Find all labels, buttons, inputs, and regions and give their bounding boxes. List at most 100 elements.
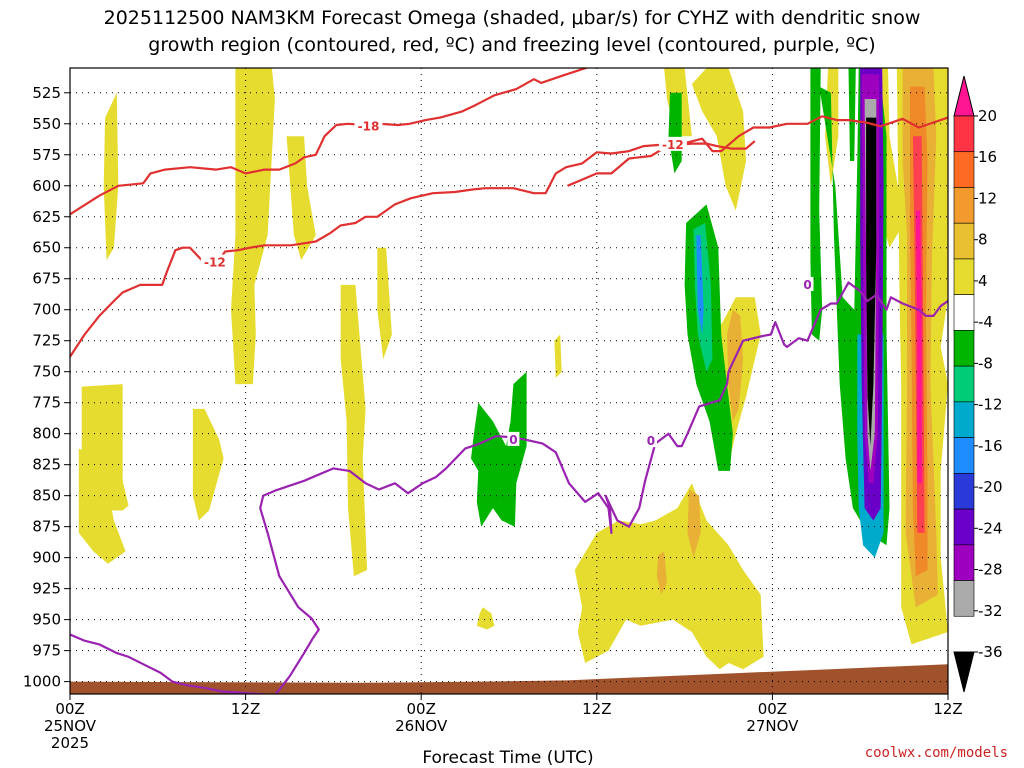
credit-text: coolwx.com/models: [865, 745, 1008, 761]
x-tick-label-24-0: 00Z: [407, 700, 436, 718]
omega-neg-4-8-b: [668, 92, 682, 174]
y-tick-label-875: 875: [32, 518, 61, 536]
y-tick-label-975: 975: [32, 642, 61, 660]
colorbar-top-triangle: [953, 75, 975, 117]
contour-label-3: 0: [509, 433, 517, 447]
omega-pos-4-8-f: [286, 136, 316, 261]
y-tick-label-900: 900: [32, 549, 61, 567]
colorbar-label-12: -32: [978, 602, 1003, 620]
plot-frame: [69, 67, 949, 695]
contour-label-0: -18: [358, 119, 380, 133]
colorbar-segment-3: [953, 187, 975, 224]
y-tick-label-725: 725: [32, 332, 61, 350]
colorbar-label-9: -20: [978, 478, 1003, 496]
series-dgz_minus12_lower: [70, 140, 756, 358]
contour-label-4: 0: [647, 434, 655, 448]
series-dgz_minus12_upper: [567, 115, 948, 187]
colorbar-segment-13: [953, 544, 975, 581]
colorbar-label-13: -36: [978, 643, 1003, 661]
colorbar-segment-12: [953, 508, 975, 546]
y-tick-label-575: 575: [32, 146, 61, 164]
omega-pos-4-8-n: [691, 68, 747, 211]
colorbar-label-10: -24: [978, 519, 1003, 537]
omega-pos-4-8-e: [231, 68, 275, 385]
colorbar-segment-14: [953, 580, 975, 617]
colorbar-label-7: -12: [978, 396, 1003, 414]
y-tick-label-950: 950: [32, 611, 61, 629]
colorbar-segment-7: [953, 330, 975, 367]
omega-neg-16-20: [696, 235, 704, 335]
omega-pos-4-8-c: [103, 92, 119, 261]
colorbar-segment-1: [953, 115, 975, 153]
plot-area: -18 -12 -12 0 0 0: [69, 67, 949, 695]
y-tick-label-525: 525: [32, 84, 61, 102]
y-tick-label-550: 550: [32, 115, 61, 133]
x-axis-title: Forecast Time (UTC): [422, 748, 593, 768]
colorbar-segment-11: [953, 473, 975, 510]
y-tick-label-1000: 1000: [23, 673, 61, 691]
x-tick-label-24-1: 26NOV: [395, 717, 448, 735]
omega-neg-lt36: [866, 117, 877, 447]
x-tick-label-36-0: 12Z: [582, 700, 611, 718]
colorbar-label-2: 12: [978, 189, 997, 207]
colorbar-label-6: -8: [978, 354, 993, 372]
contour-label-bg-0: [354, 118, 383, 133]
x-tick-label-0-1: 25NOV: [44, 717, 97, 735]
omega-pos-4-8-j: [476, 607, 495, 630]
omega-pos-4-8-b: [78, 448, 126, 564]
contour-label-1: -12: [662, 138, 684, 152]
colorbar-label-0: 20: [978, 107, 997, 125]
colorbar-label-8: -16: [978, 437, 1003, 455]
omega-pos-4-8-k: [574, 483, 764, 670]
x-tick-label-48-1: 27NOV: [746, 717, 799, 735]
contour-label-bg-1: [658, 136, 687, 151]
colorbar-segment-10: [953, 437, 975, 474]
y-tick-label-775: 775: [32, 394, 61, 412]
y-tick-label-750: 750: [32, 363, 61, 381]
omega-pos-gt20: [915, 210, 922, 484]
colorbar-label-3: 8: [978, 231, 988, 249]
omega-pos-8-12-b: [687, 489, 701, 558]
omega-pos-8-12-a: [727, 309, 744, 422]
y-tick-label-800: 800: [32, 425, 61, 443]
colorbar-label-5: -4: [978, 313, 993, 331]
x-tick-label-60-0: 12Z: [933, 700, 962, 718]
grid: [70, 68, 948, 694]
y-tick-label-825: 825: [32, 456, 61, 474]
x-tick-label-0-0: 00Z: [55, 700, 84, 718]
y-tick-label-650: 650: [32, 239, 61, 257]
omega-pos-4-8-g: [340, 284, 368, 577]
x-tick-label-48-0: 00Z: [758, 700, 787, 718]
omega-neg-4-8-a: [471, 371, 527, 527]
omega-pos-8-12-c: [656, 551, 667, 595]
omega-pos-4-8-h: [377, 247, 392, 360]
y-tick-label-625: 625: [32, 208, 61, 226]
contour-label-5: 0: [803, 278, 811, 292]
colorbar-segment-6: [953, 294, 975, 331]
temperature-contours: [70, 68, 948, 694]
colorbar-segment-4: [953, 222, 975, 260]
colorbar-segment-2: [953, 151, 975, 188]
y-tick-label-600: 600: [32, 177, 61, 195]
x-tick-label-0-2: 2025: [51, 734, 89, 752]
x-tick-label-12-0: 12Z: [231, 700, 260, 718]
contour-label-2: -12: [204, 256, 226, 270]
colorbar-segment-9: [953, 401, 975, 438]
colorbar-bottom-triangle: [953, 651, 975, 693]
chart-title-line-2: growth region (contoured, red, ºC) and f…: [148, 34, 875, 56]
omega-neg-4-8-e: [848, 68, 856, 161]
omega-neg-4-8-d: [810, 68, 823, 341]
colorbar-legend: 20 16 12 8 4 -4 -8 -12 -16 -20 -24 -28 -32 -36: [953, 75, 1003, 693]
chart-title-line-1: 2025112500 NAM3KM Forecast Omega (shaded…: [104, 7, 921, 29]
terrain: [70, 664, 948, 694]
colorbar-segment-5: [953, 258, 975, 295]
colorbar-segment-8: [953, 365, 975, 403]
omega-pos-4-8-i: [554, 334, 562, 378]
colorbar-label-11: -28: [978, 561, 1003, 579]
contour-labels: -18 -12 -12 0 0 0: [200, 118, 814, 448]
contour-label-bg-4: [644, 433, 657, 448]
colorbar-label-1: 16: [978, 148, 997, 166]
omega-shading: [70, 68, 948, 694]
